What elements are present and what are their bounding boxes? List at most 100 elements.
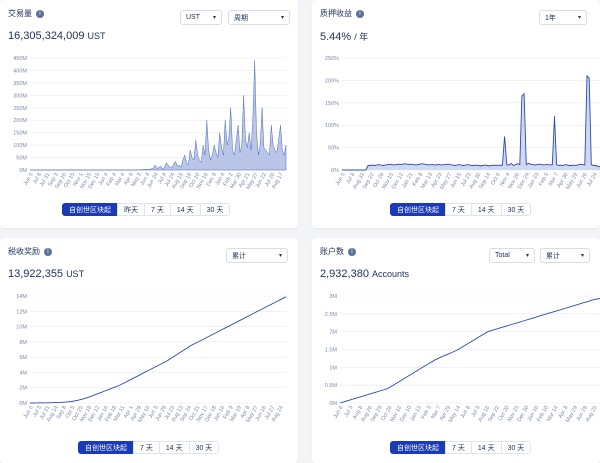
y-tick-label: 0M [19, 401, 27, 407]
y-tick-label: 0.5M [325, 383, 338, 389]
range-tab[interactable]: 30 天 [188, 441, 220, 454]
y-tick-label: 14M [16, 294, 27, 300]
series-line [29, 296, 287, 404]
info-icon[interactable]: i [36, 9, 44, 18]
period-select[interactable]: 周期 ▾ [228, 10, 290, 25]
x-tick-label: Jun 4 [139, 172, 151, 187]
info-icon[interactable]: i [44, 247, 52, 256]
chevron-down-icon: ▾ [212, 14, 216, 21]
x-tick-label: Jun 5 [335, 172, 347, 187]
series-line [342, 74, 600, 171]
range-tab[interactable]: 自创世区块起 [78, 441, 134, 454]
y-tick-label: 1.5M [325, 348, 338, 354]
y-tick-label: 0% [331, 168, 339, 174]
y-tick-label: 350M [13, 81, 27, 87]
range-tab[interactable]: 自创世区块起 [390, 203, 446, 216]
range-tab[interactable]: 自创世区块起 [390, 441, 446, 454]
volume-value: 16,305,324,009 UST [8, 30, 106, 42]
y-tick-label: 200M [13, 118, 27, 124]
y-tick-label: 8M [19, 340, 27, 346]
x-tick-label: Apr 1 [123, 405, 135, 419]
y-tick-label: 400M [13, 68, 27, 74]
chevron-down-icon: ▾ [278, 252, 282, 259]
x-tick-label: Apr 8 [558, 405, 570, 419]
x-tick-label: Jun 5 [148, 405, 160, 420]
range-tab[interactable]: 14 天 [158, 441, 190, 454]
x-tick-label: Oct 6 [490, 172, 502, 186]
currency-select[interactable]: UST ▾ [180, 10, 222, 25]
x-tick-label: Jan 4 [98, 172, 110, 187]
series-fill [342, 75, 600, 170]
series-line [339, 298, 600, 404]
range-tab[interactable]: 7 天 [445, 203, 472, 216]
y-tick-label: 2M [329, 330, 337, 336]
accounts-title: 账户数 i [320, 246, 356, 257]
y-tick-label: 50M [16, 156, 27, 162]
y-tick-label: 3M [329, 294, 337, 300]
y-tick-label: 2M [19, 386, 27, 392]
y-tick-label: 100% [325, 123, 339, 129]
y-tick-label: 250M [13, 106, 27, 112]
x-tick-label: Apr 8 [240, 405, 252, 419]
x-tick-label: Apr 8 [123, 172, 135, 186]
range-tab[interactable]: 7 天 [144, 203, 171, 216]
volume-chart: 450M400M350M300M250M200M150M100M50M0MJun… [13, 56, 287, 191]
y-tick-label: 150% [325, 101, 339, 107]
period-select[interactable]: 累计 ▾ [540, 248, 590, 263]
x-tick-label: Jul 24 [586, 172, 599, 188]
y-tick-label: 250% [325, 56, 339, 62]
info-icon[interactable]: i [348, 247, 356, 256]
y-tick-label: 4M [19, 370, 27, 376]
y-tick-label: 0M [19, 168, 27, 174]
period-select[interactable]: 1年 ▾ [539, 10, 587, 25]
yield-title: 质押收益 i [320, 8, 364, 19]
y-tick-label: 10M [16, 325, 27, 331]
x-tick-label: Jul 4 [157, 172, 168, 185]
y-tick-label: 100M [13, 143, 27, 149]
y-tick-label: 2.5M [325, 312, 338, 318]
chevron-down-icon: ▾ [280, 14, 284, 21]
accounts-value: 2,932,380 Accounts [320, 268, 409, 280]
chevron-down-icon: ▾ [577, 14, 581, 21]
info-icon[interactable]: i [356, 9, 364, 18]
y-tick-label: 200% [325, 78, 339, 84]
range-tab[interactable]: 14 天 [470, 441, 502, 454]
rewards-title: 税收奖励 i [8, 246, 52, 257]
range-tab[interactable]: 30 天 [500, 441, 532, 454]
x-tick-label: Jan 4 [214, 172, 226, 187]
x-tick-label: Jun 6 [333, 405, 345, 420]
range-tab[interactable]: 14 天 [169, 203, 201, 216]
series-area [30, 60, 287, 171]
x-tick-label: Jul 3 [32, 405, 43, 418]
rewards-value: 13,922,355 UST [8, 268, 85, 280]
x-tick-label: Jun 6 [23, 405, 35, 420]
x-tick-label: Jun 5 [23, 172, 35, 187]
range-tab[interactable]: 7 天 [445, 441, 472, 454]
range-tab[interactable]: 自创世区块起 [62, 203, 118, 216]
range-tab[interactable]: 30 天 [199, 203, 231, 216]
y-tick-label: 1M [329, 365, 337, 371]
y-tick-label: 12M [16, 309, 27, 315]
range-tab[interactable]: 14 天 [470, 203, 502, 216]
y-tick-label: 6M [19, 355, 27, 361]
x-tick-label: Jul 3 [343, 405, 354, 418]
range-tab[interactable]: 30 天 [500, 203, 532, 216]
y-tick-label: 300M [13, 93, 27, 99]
type-select[interactable]: Total ▾ [489, 248, 535, 263]
yield-card: 质押收益 i 1年 ▾ 5.44% / 年 250% 200% 150% 100% 50% 0… [312, 0, 600, 228]
x-tick-label: Jul 8 [345, 172, 356, 185]
period-select[interactable]: 累计 ▾ [226, 248, 288, 263]
x-tick-label: Jul 3 [470, 405, 481, 418]
chevron-down-icon: ▾ [525, 252, 529, 259]
x-tick-label: Jul 8 [32, 172, 43, 185]
x-tick-label: Jun 8 [460, 405, 472, 420]
range-tab[interactable]: 昨天 [117, 203, 145, 216]
x-tick-label: Oct 5 [65, 405, 77, 419]
accounts-card: 账户数 i Total ▾ 累计 ▾ 2,932,380 Accounts 3M 2.5… [312, 238, 600, 463]
range-tab[interactable]: 7 天 [133, 441, 160, 454]
chevron-down-icon: ▾ [580, 252, 584, 259]
volume-title: 交易量 i [8, 8, 44, 19]
